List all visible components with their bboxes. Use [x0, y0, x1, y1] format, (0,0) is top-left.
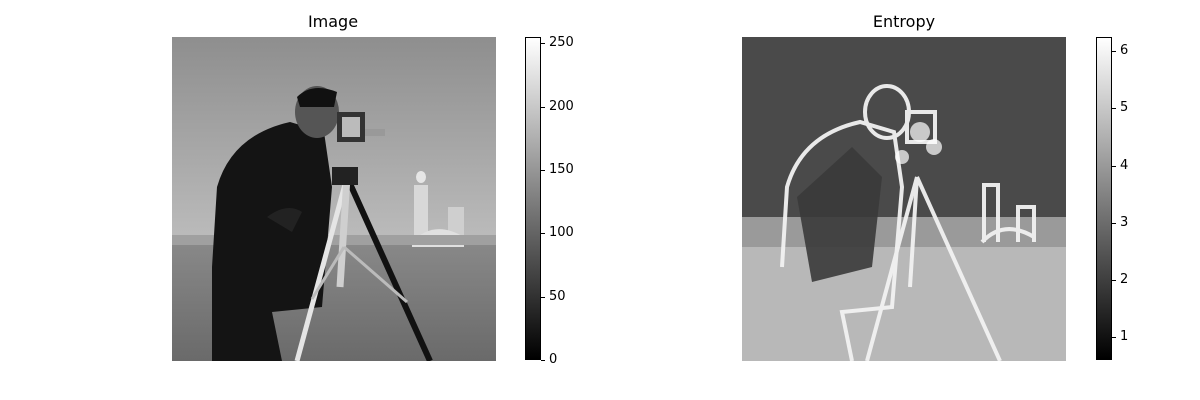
cameraman-photo [172, 37, 496, 361]
colorbar-tick-label: 150 [549, 162, 574, 177]
colorbar-tick [1112, 51, 1116, 53]
colorbar-tick [1112, 165, 1116, 167]
cameraman-photo-svg [172, 37, 496, 361]
colorbar-tick-label: 4 [1120, 157, 1129, 173]
colorbar-tick [541, 296, 545, 298]
colorbar-tick-label: 1 [1120, 329, 1129, 345]
image-colorbar [525, 37, 541, 360]
colorbar-tick [1112, 279, 1116, 281]
colorbar-tick [1112, 337, 1116, 339]
colorbar-tick-label: 200 [549, 98, 574, 114]
colorbar-tick-label: 6 [1120, 43, 1129, 59]
colorbar-tick [1112, 222, 1116, 224]
colorbar-tick [541, 170, 545, 171]
colorbar-tick-label: 50 [549, 288, 566, 304]
colorbar-tick-label: 2 [1120, 271, 1129, 287]
colorbar-tick-label: 3 [1120, 214, 1129, 230]
image-title: Image [307, 12, 359, 31]
colorbar-tick-label: 5 [1120, 100, 1129, 116]
entropy-map-svg [742, 37, 1066, 361]
colorbar-tick [1112, 108, 1116, 110]
colorbar-tick [541, 360, 545, 361]
colorbar-tick [541, 43, 545, 45]
entropy-title: Entropy [872, 12, 936, 31]
colorbar-tick [541, 106, 545, 108]
colorbar-tick-label: 0 [549, 352, 558, 367]
colorbar-tick [541, 233, 545, 235]
entropy-colorbar [1096, 37, 1112, 360]
colorbar-tick-label: 250 [549, 35, 574, 51]
entropy-map [742, 37, 1066, 361]
colorbar-tick-label: 100 [549, 225, 574, 241]
